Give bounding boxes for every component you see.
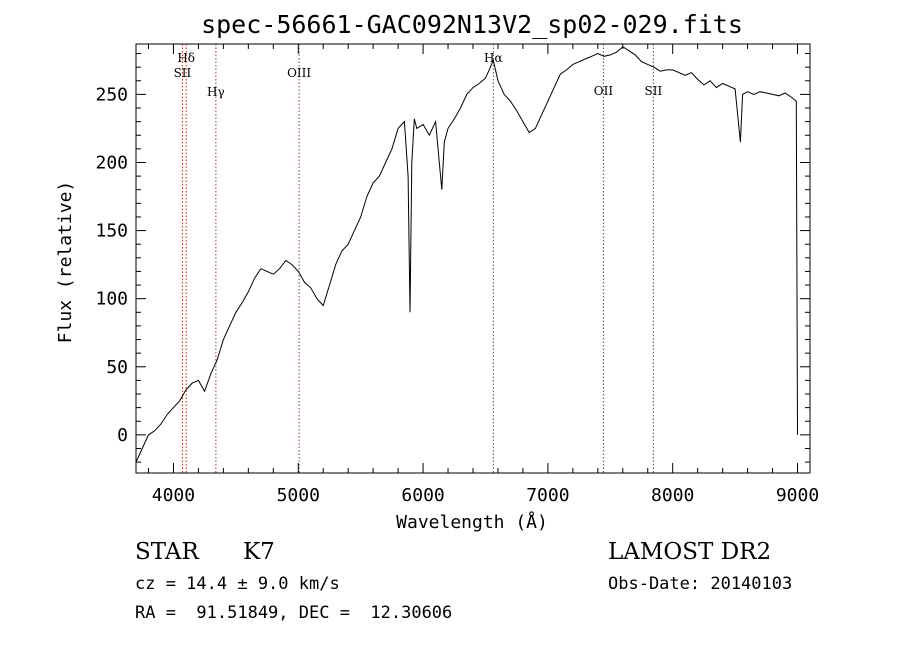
redshift-text: cz = 14.4 ± 9.0 km/s — [135, 574, 340, 594]
plot-frame — [135, 43, 811, 474]
emission-line-label: SII — [645, 84, 663, 98]
object-class: STAR — [135, 539, 199, 565]
emission-line-label: OII — [594, 84, 614, 98]
x-tick-label: 5000 — [277, 485, 320, 506]
y-axis: 0 50 100 150 200 250 — [95, 53, 810, 463]
y-tick-label: 0 — [117, 425, 128, 446]
x-tick-label: 9000 — [776, 485, 819, 506]
emission-line-label: Hγ — [207, 85, 225, 99]
emission-line-label: OIII — [287, 66, 311, 80]
coordinates-text: RA = 91.51849, DEC = 12.30606 — [135, 603, 453, 623]
y-tick-label: 250 — [95, 84, 128, 105]
survey-name: LAMOST DR2 — [608, 539, 772, 565]
y-tick-label: 50 — [106, 357, 128, 378]
object-subclass: K7 — [243, 539, 275, 565]
spectrum-line — [135, 46, 798, 463]
emission-line-label: SII — [174, 66, 192, 80]
chart-title: spec-56661-GAC092N13V2_sp02-029.fits — [201, 10, 743, 39]
y-axis-label: Flux (relative) — [55, 181, 76, 344]
emission-line-label: Hα — [484, 51, 503, 65]
y-tick-label: 150 — [95, 221, 128, 242]
x-tick-label: 8000 — [651, 485, 694, 506]
x-axis-label: Wavelength (Å) — [396, 511, 548, 533]
x-tick-label: 6000 — [401, 485, 444, 506]
x-axis: 4000 5000 6000 7000 8000 9000 — [147, 44, 819, 506]
x-tick-label: 7000 — [526, 485, 569, 506]
y-tick-label: 200 — [95, 152, 128, 173]
emission-line-label: Hδ — [177, 51, 195, 65]
y-tick-label: 100 — [95, 289, 128, 310]
x-tick-label: 4000 — [152, 485, 195, 506]
obs-date-text: Obs-Date: 20140103 — [608, 574, 793, 594]
